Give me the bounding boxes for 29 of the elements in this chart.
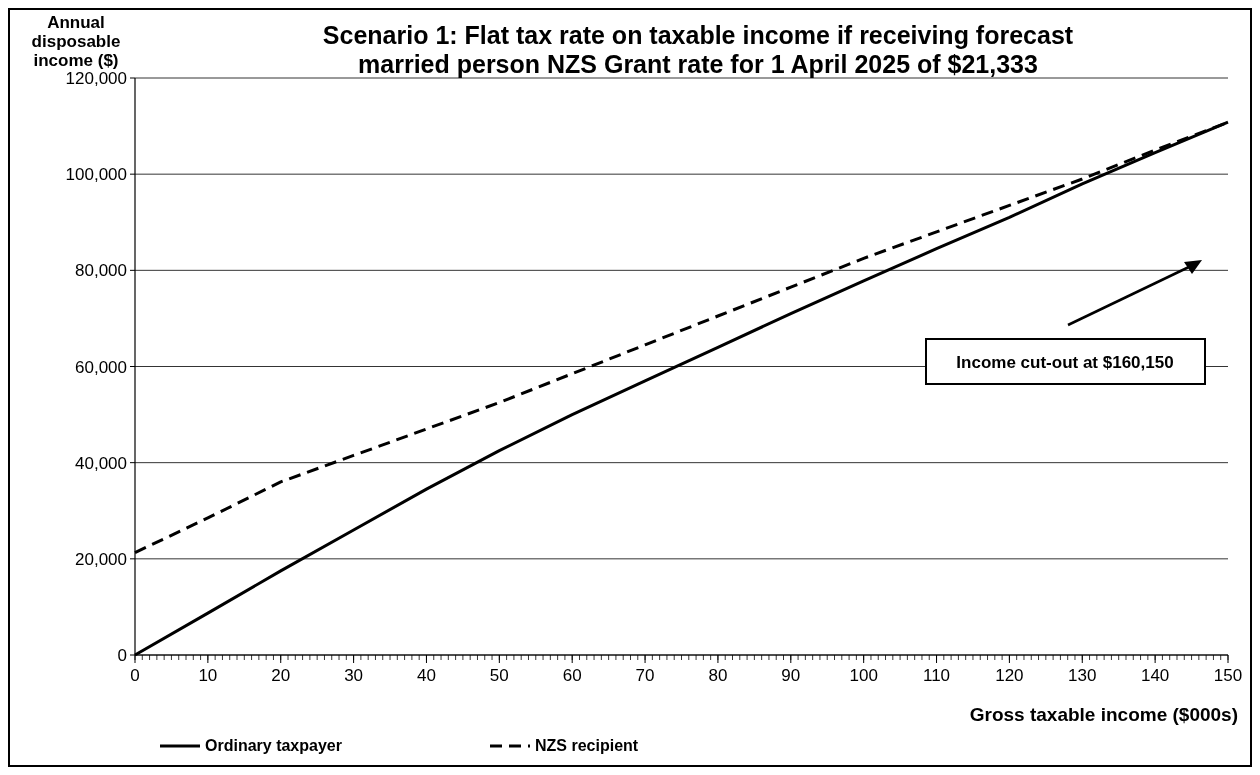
y-tick-label: 120,000 (65, 69, 127, 88)
x-tick-label: 10 (198, 666, 218, 685)
annotation: Income cut-out at $160,150 (956, 353, 1174, 372)
x-tick-label: 60 (562, 666, 582, 685)
x-tick-label: 0 (130, 666, 140, 685)
x-tick-label: 130 (1068, 666, 1097, 685)
x-tick-label: 90 (781, 666, 801, 685)
x-tick-label: 20 (271, 666, 291, 685)
x-tick-label: 70 (635, 666, 655, 685)
x-tick-label: 150 (1213, 666, 1243, 685)
legend-label: NZS recipient (535, 737, 639, 754)
x-axis-title: Gross taxable income ($000s) (969, 704, 1238, 725)
chart-title: Scenario 1: Flat tax rate on taxable income if receiving forecast married person NZS Grant rate for 1 April 2025 of $21,333 (322, 21, 1074, 78)
y-tick-label: 40,000 (75, 453, 127, 473)
x-tick-label: 140 (1140, 666, 1170, 685)
x-tick-label: 40 (417, 666, 436, 685)
x-tick-label: 80 (708, 666, 728, 685)
x-tick-label: 110 (922, 666, 951, 685)
x-tick-label: 120 (995, 666, 1024, 685)
y-tick-label: 0 (117, 646, 127, 665)
x-tick-label: 50 (489, 666, 509, 685)
x-tick-label: 100 (849, 666, 878, 685)
legend-label: Ordinary taxpayer (205, 737, 342, 754)
y-tick-label: 20,000 (75, 549, 127, 569)
y-tick-label: 80,000 (75, 261, 127, 281)
y-tick-label: 100,000 (65, 165, 127, 185)
x-tick-label: 30 (344, 666, 364, 685)
y-axis-title: Annual disposable income ($) (31, 13, 121, 70)
y-tick-label: 60,000 (75, 357, 127, 377)
